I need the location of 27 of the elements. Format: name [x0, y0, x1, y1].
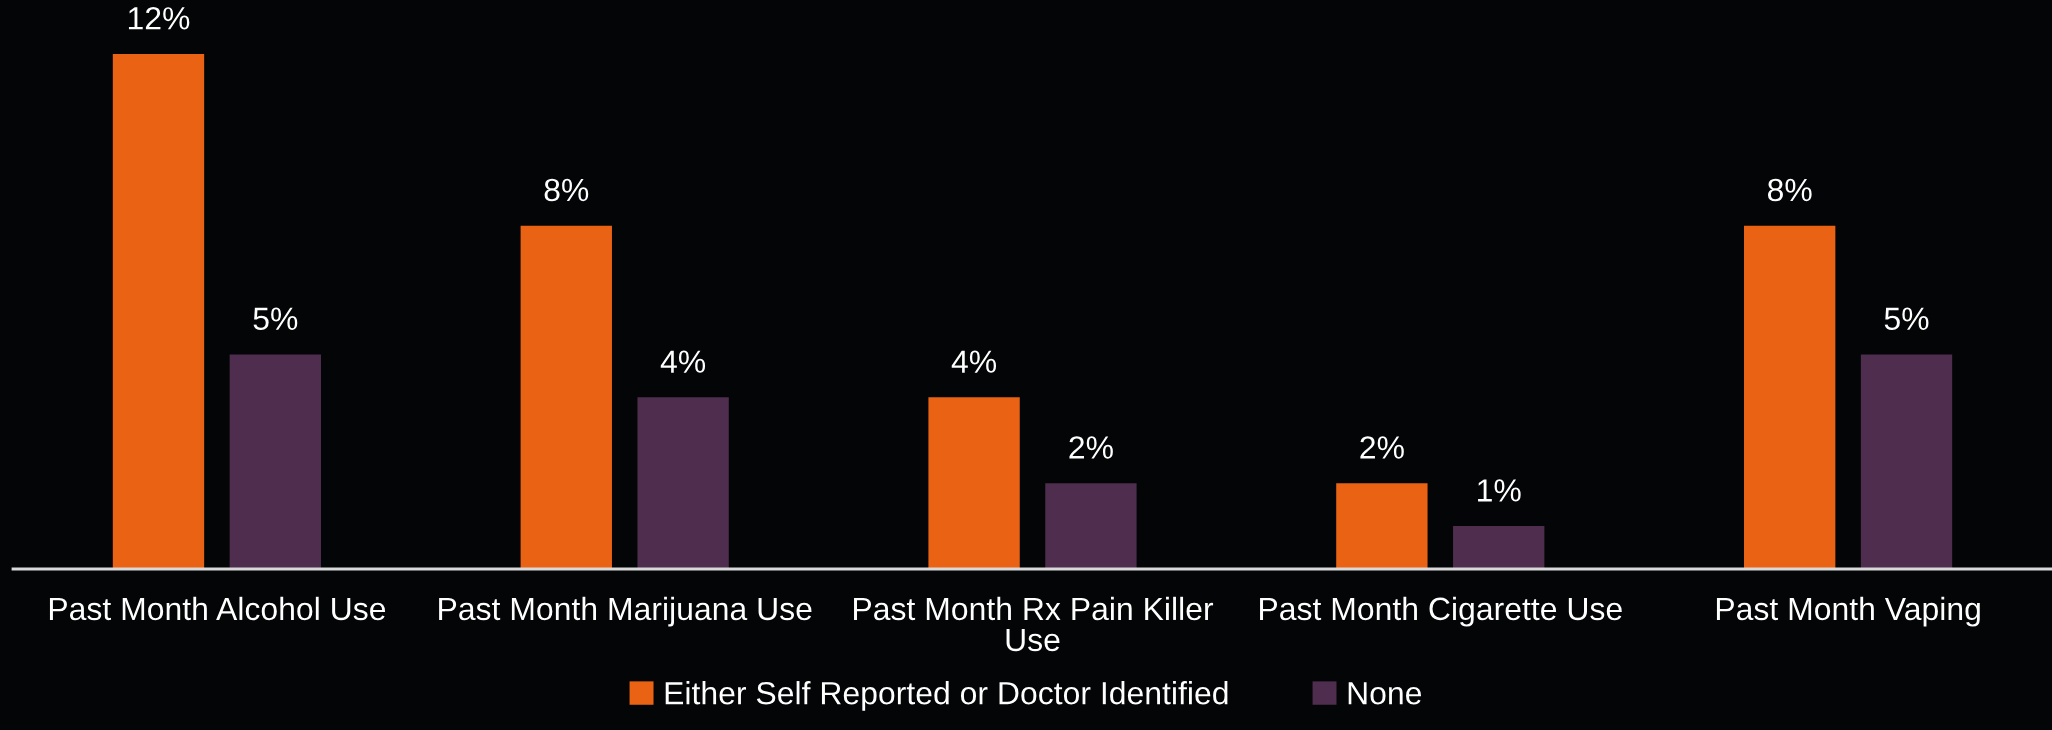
- data-label: 8%: [544, 178, 589, 202]
- x-tick-label: Past Month Alcohol Use: [49, 596, 386, 621]
- data-label: 1%: [1478, 479, 1521, 502]
- data-label: 5%: [253, 307, 298, 331]
- x-tick-label: Past Month Vaping: [1716, 596, 1980, 627]
- bar: [1744, 225, 1836, 569]
- bar: [520, 225, 612, 569]
- bar: [928, 397, 1020, 569]
- x-tick-label: Past Month Marijuana Use: [439, 596, 812, 627]
- bar: [229, 354, 321, 569]
- bar: [112, 54, 205, 569]
- x-tick-label: Past Month Cigarette Use: [1260, 596, 1622, 627]
- data-label: 2%: [1069, 436, 1113, 459]
- x-tick-label: Past Month Rx Pain Killer Use: [854, 596, 1214, 652]
- bar: [637, 397, 729, 569]
- bar: [1860, 354, 1953, 569]
- data-label: 4%: [660, 350, 706, 373]
- bar: [1453, 526, 1545, 569]
- bar: [1336, 483, 1428, 569]
- legend-label: None: [1348, 682, 1422, 705]
- legend-label: Either Self Reported or Doctor Identified: [665, 681, 1228, 711]
- data-label: 8%: [1767, 178, 1812, 202]
- bar: [1045, 483, 1137, 569]
- data-label: 5%: [1884, 307, 1929, 331]
- data-label: 2%: [1360, 436, 1404, 459]
- data-label: 4%: [951, 350, 997, 373]
- data-label: 12%: [128, 7, 190, 30]
